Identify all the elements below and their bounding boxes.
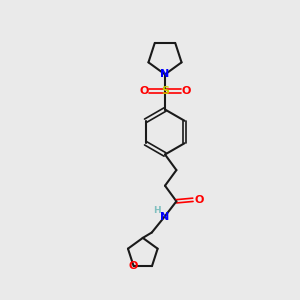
Text: S: S xyxy=(161,86,169,96)
Text: N: N xyxy=(160,212,169,222)
Text: O: O xyxy=(194,195,204,205)
Text: O: O xyxy=(129,261,138,271)
Text: H: H xyxy=(153,206,161,215)
Text: O: O xyxy=(181,86,191,96)
Text: O: O xyxy=(139,86,149,96)
Text: N: N xyxy=(160,69,169,80)
